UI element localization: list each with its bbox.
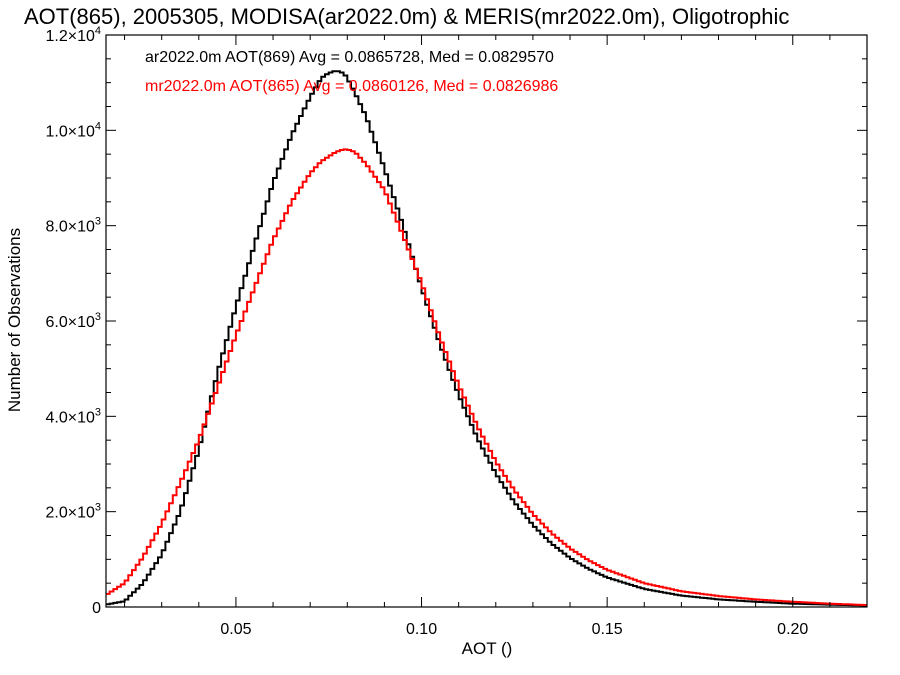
series-line-1 bbox=[106, 148, 867, 606]
chart-title: AOT(865), 2005305, MODISA(ar2022.0m) & M… bbox=[24, 4, 789, 29]
y-axis-label: Number of Observations bbox=[5, 228, 24, 412]
y-tick-label: 0 bbox=[92, 600, 101, 617]
y-tick-label: 4.0×103 bbox=[45, 406, 101, 426]
x-axis-label: AOT () bbox=[462, 639, 513, 658]
y-tick-label: 1.2×104 bbox=[45, 25, 101, 45]
axes: 0.05 0.10 0.15 0.20 0 2.0×103 4.0×103 6.0×103 8.… bbox=[45, 25, 868, 638]
x-tick-label: 0.05 bbox=[220, 621, 251, 638]
y-tick-label: 2.0×103 bbox=[45, 502, 101, 522]
series-line-0 bbox=[106, 70, 867, 607]
x-tick-label: 0.15 bbox=[592, 621, 623, 638]
plot-area bbox=[106, 70, 867, 607]
legend-entry-mr2022: mr2022.0m AOT(865) Avg = 0.0860126, Med … bbox=[145, 78, 558, 95]
y-tick-label: 6.0×103 bbox=[45, 311, 101, 331]
x-tick-label: 0.20 bbox=[777, 621, 808, 638]
x-tick-label: 0.10 bbox=[406, 621, 437, 638]
y-tick-label: 8.0×103 bbox=[45, 216, 101, 236]
plot-frame bbox=[105, 34, 868, 608]
legend: ar2022.0m AOT(869) Avg = 0.0865728, Med … bbox=[145, 49, 558, 95]
y-tick-label: 1.0×104 bbox=[45, 120, 101, 140]
legend-entry-ar2022: ar2022.0m AOT(869) Avg = 0.0865728, Med … bbox=[145, 49, 554, 66]
